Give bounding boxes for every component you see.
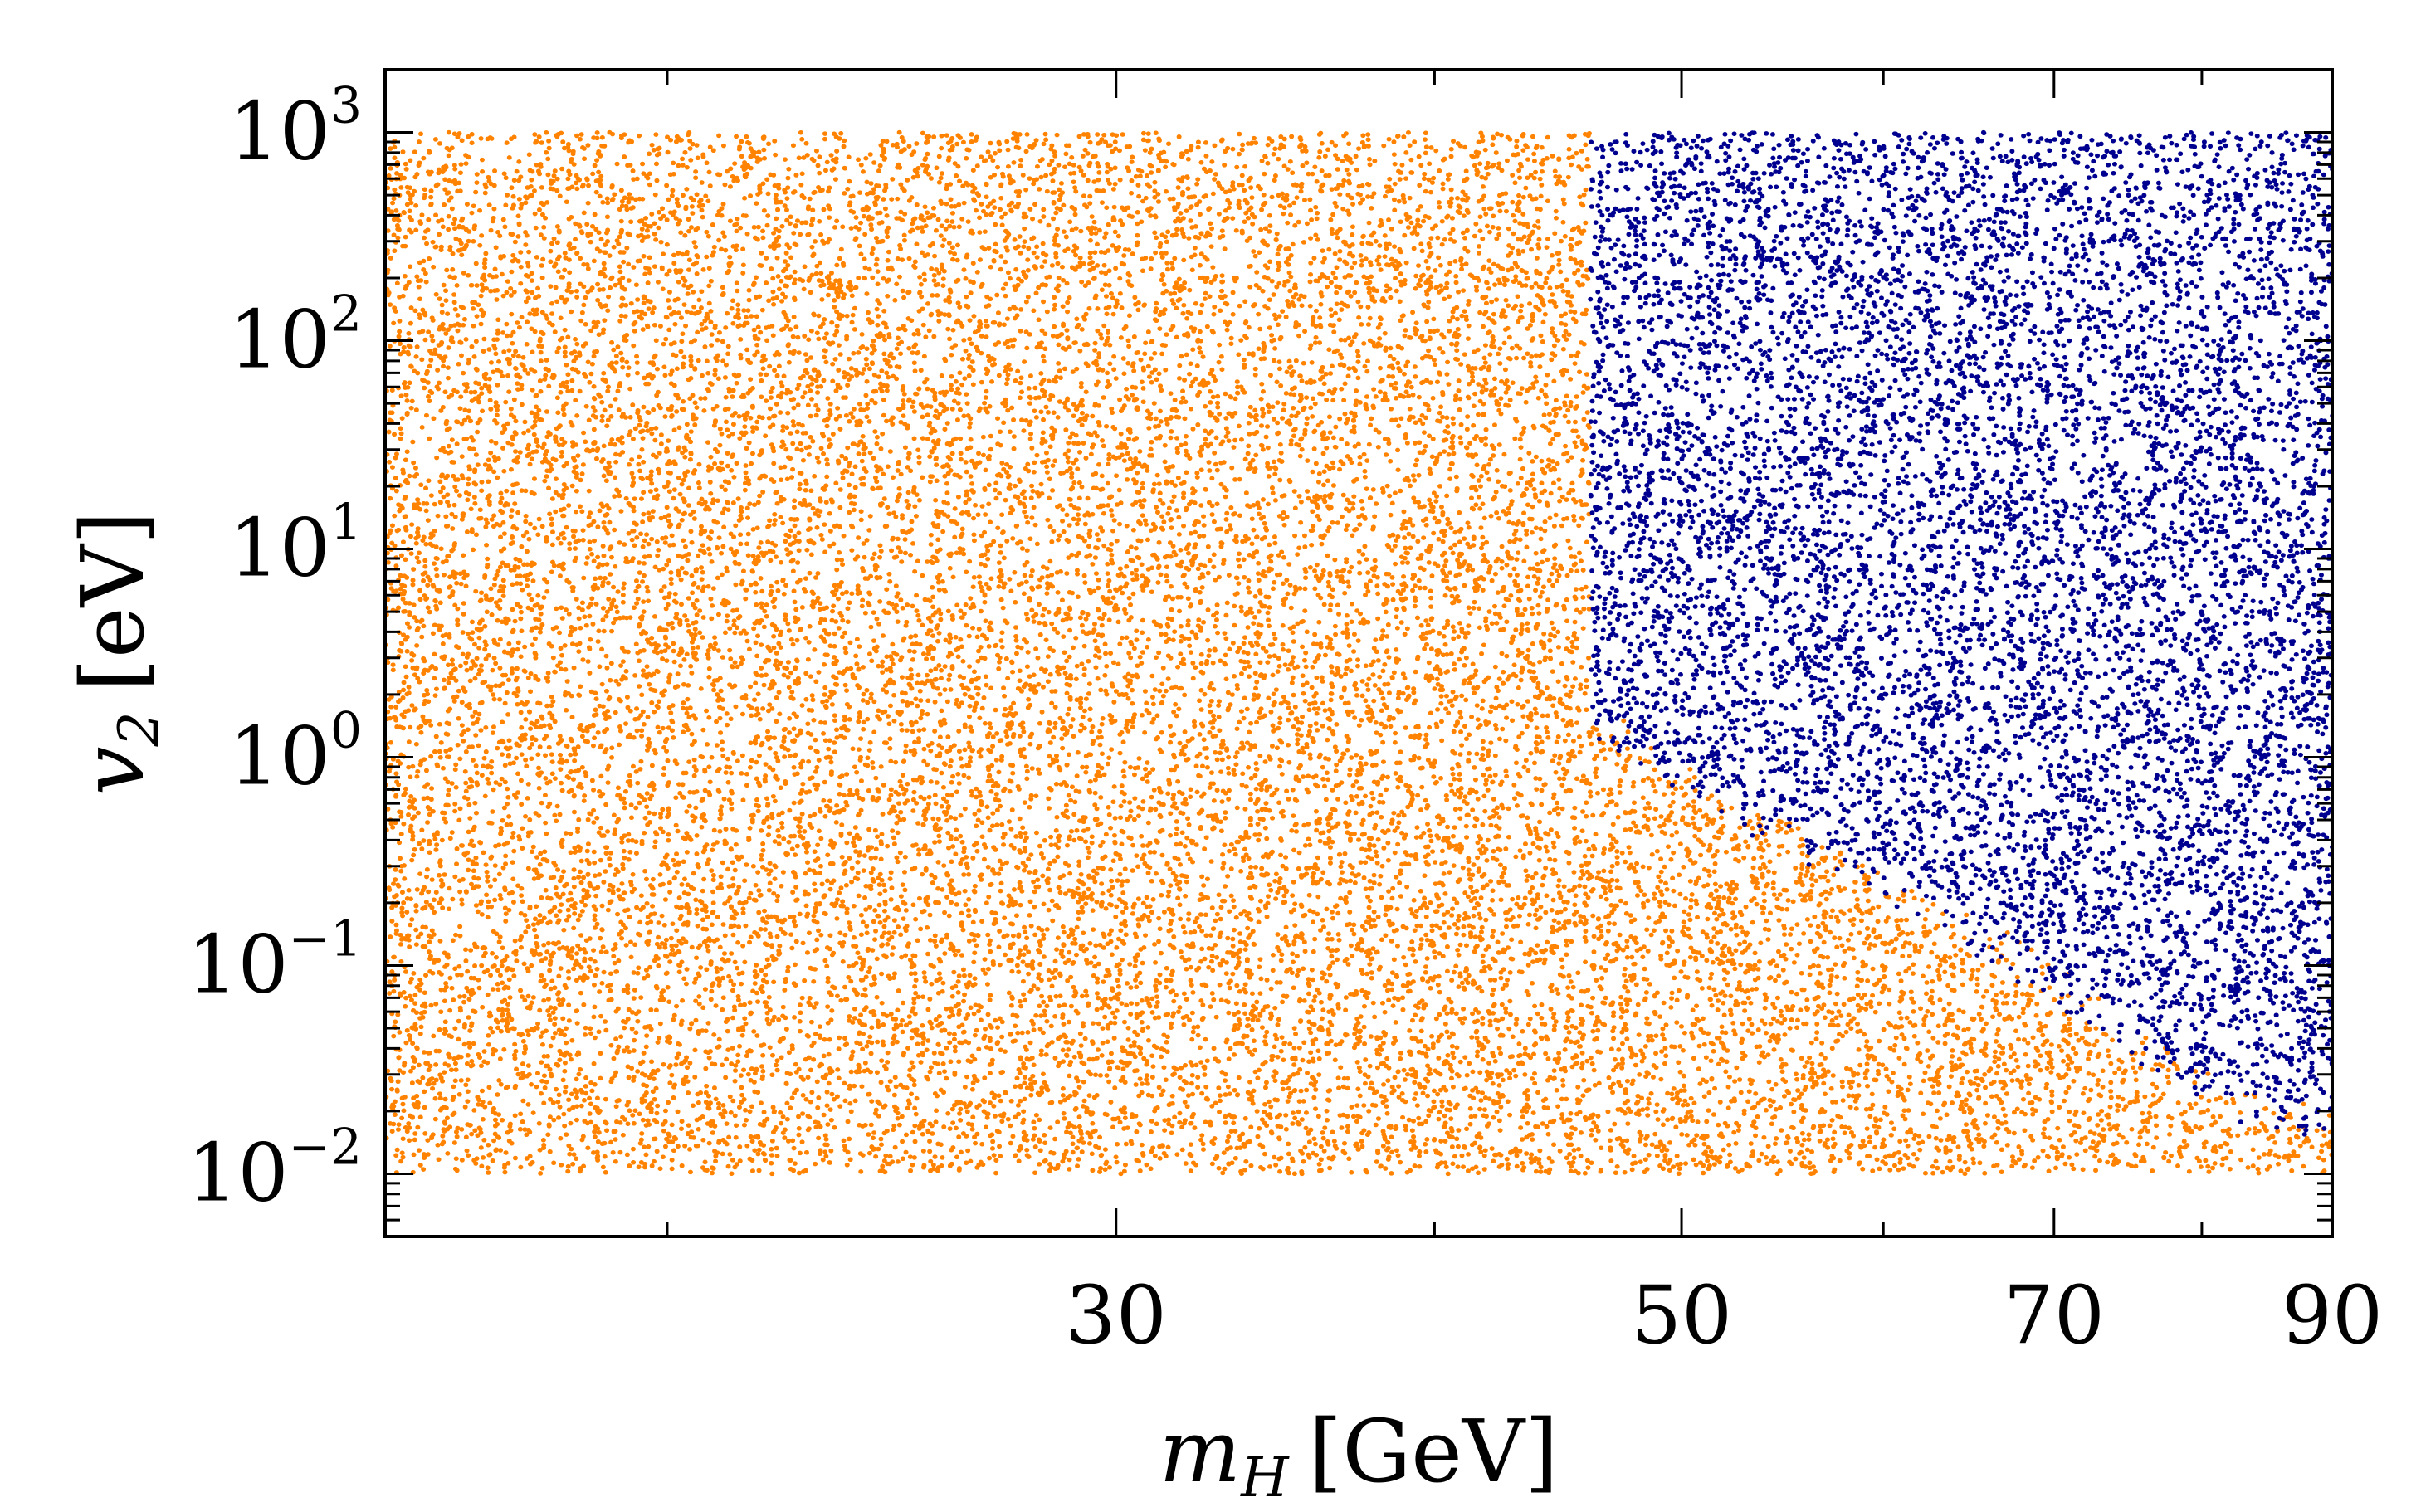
scatter-points-layer [385, 129, 2332, 1177]
plot-frame [383, 68, 2334, 1238]
y-tick-label: 10−2 [187, 1118, 362, 1219]
tick-labels: 30 50 70 90 10−2 10−1 100 101 102 103 [187, 77, 2383, 1362]
y-tick-label: 102 [229, 285, 362, 387]
x-tick-label: 90 [2282, 1269, 2383, 1362]
axis-ticks [385, 68, 2334, 1238]
y-tick-label: 101 [229, 494, 362, 595]
series-orange-points [385, 129, 2332, 1177]
y-tick-label: 100 [229, 701, 362, 802]
y-tick-label: 103 [229, 77, 362, 178]
y-axis-title: v2[eV] [62, 511, 171, 796]
y-tick-label: 10−1 [187, 910, 362, 1011]
x-tick-label: 50 [1631, 1269, 1732, 1362]
x-tick-label: 70 [2004, 1269, 2105, 1362]
x-axis-title: mH [GeV] [1159, 1401, 1558, 1509]
series-blue-points [1588, 129, 2332, 1137]
x-tick-label: 30 [1066, 1269, 1167, 1362]
